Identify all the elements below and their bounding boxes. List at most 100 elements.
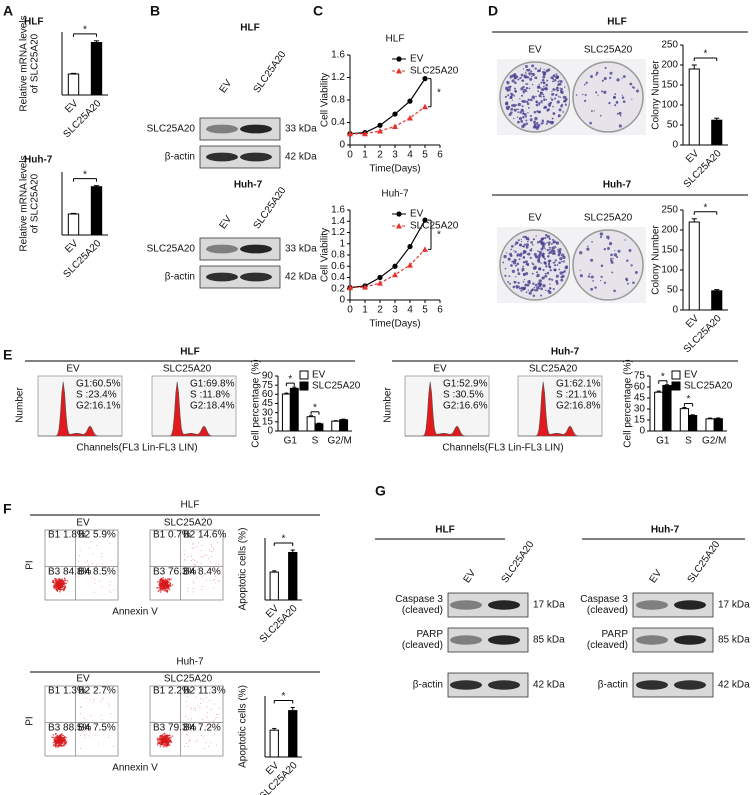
colony [525, 245, 529, 249]
colony [520, 119, 524, 123]
cell-dot [54, 733, 57, 736]
cell-dot [205, 555, 207, 557]
x-tick-label: 0 [347, 150, 353, 161]
cell-dot [208, 558, 210, 560]
row-label: β-actin [598, 680, 628, 691]
cell-dot [95, 734, 97, 736]
cell-dot [193, 546, 195, 548]
colony [515, 276, 517, 278]
cell-dot [161, 588, 164, 591]
colony [524, 260, 528, 264]
colony [535, 100, 538, 103]
cell-dot [201, 563, 203, 565]
colony [535, 103, 539, 107]
colony [532, 238, 535, 241]
cell-dot [163, 738, 165, 740]
colony [586, 247, 590, 251]
cell-dot [162, 733, 165, 735]
colony [555, 282, 559, 285]
cell-dot [194, 572, 196, 574]
colony [553, 240, 556, 243]
x-tick-label: EV [63, 98, 80, 115]
colony [512, 103, 516, 108]
y-tick-label: 60 [262, 389, 274, 400]
row-label: PARP [417, 629, 444, 640]
cell-dot [54, 583, 57, 586]
histogram-stat: S :30.5% [443, 390, 484, 401]
cell-dot [106, 575, 108, 577]
cell-dot [193, 582, 195, 584]
colony [600, 264, 604, 268]
colony [591, 110, 593, 112]
panel-letter: E [3, 347, 12, 363]
cell-dot [156, 739, 159, 742]
cell-dot [100, 701, 102, 703]
colony [520, 239, 522, 241]
cell-dot [217, 580, 219, 582]
bar [288, 551, 298, 601]
colony [524, 71, 527, 73]
colony [557, 114, 561, 118]
cell-dot [210, 546, 212, 548]
colony [536, 273, 540, 278]
colony [610, 257, 612, 260]
colony [626, 282, 629, 285]
colony [552, 287, 555, 291]
cell-dot [212, 580, 214, 582]
colony [613, 96, 616, 99]
panel-letter: C [313, 3, 323, 19]
colony [584, 93, 587, 96]
size-label: 85 kDa [718, 635, 750, 646]
bar [711, 290, 723, 311]
colony [520, 240, 522, 243]
cell-dot [218, 707, 220, 709]
colony [540, 294, 543, 297]
cell-dot [109, 542, 111, 544]
colony [514, 81, 517, 85]
colony [552, 88, 556, 91]
cell-dot [204, 722, 206, 724]
legend-label: SLC25A20 [410, 66, 459, 77]
cell-dot [187, 734, 189, 736]
colony [513, 87, 516, 90]
cell-dot [77, 575, 79, 577]
y-axis-label: Cell percentage (%) [251, 359, 262, 447]
blot-band [674, 680, 706, 690]
colony [617, 249, 621, 253]
colony [579, 269, 581, 271]
x-tick-label: 4 [407, 150, 413, 161]
cell-dot [192, 559, 194, 561]
cell-dot [168, 737, 170, 739]
cell-dot [160, 588, 162, 590]
colony [540, 81, 543, 84]
row-label: β-actin [165, 272, 195, 283]
colony [590, 275, 594, 279]
colony [553, 252, 556, 255]
colony [529, 98, 533, 102]
significance-star: * [282, 691, 286, 702]
bar [67, 73, 80, 96]
colony [595, 91, 598, 94]
cell-dot [198, 542, 200, 544]
blot-band [674, 635, 706, 645]
colony [632, 86, 636, 89]
colony [540, 99, 543, 103]
colony [513, 108, 517, 112]
legend-label: EV [410, 54, 424, 65]
colony [534, 283, 538, 287]
colony [546, 235, 551, 239]
colony [502, 261, 505, 264]
cell-dot [157, 587, 159, 589]
cell-dot [214, 578, 216, 580]
colony [517, 270, 519, 272]
colony [511, 104, 514, 107]
colony [546, 242, 548, 244]
cell-dot [64, 582, 66, 584]
colony [541, 102, 543, 104]
cell-dot [54, 741, 57, 743]
colony [536, 123, 541, 128]
colony [614, 249, 616, 252]
colony [542, 95, 545, 98]
y-tick-label: 0.4 [331, 117, 345, 128]
cell-dot [61, 578, 64, 580]
